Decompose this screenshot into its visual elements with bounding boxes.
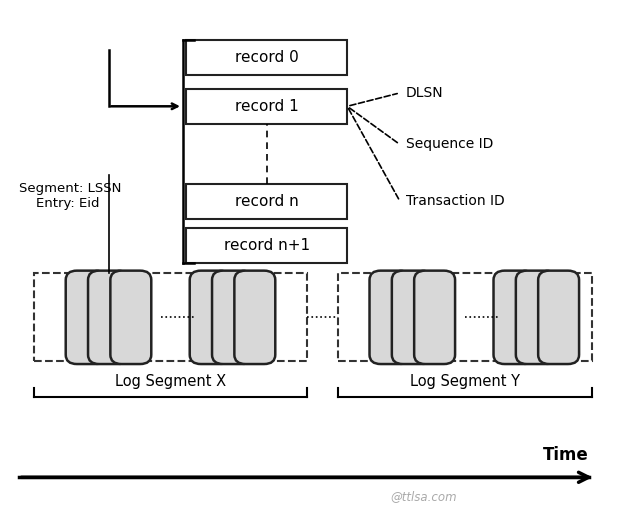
- Text: Sequence ID: Sequence ID: [406, 137, 494, 152]
- Text: Time: Time: [542, 446, 588, 464]
- Text: record n: record n: [235, 194, 298, 209]
- FancyBboxPatch shape: [234, 271, 275, 364]
- FancyBboxPatch shape: [110, 271, 151, 364]
- FancyBboxPatch shape: [370, 271, 410, 364]
- FancyBboxPatch shape: [392, 271, 433, 364]
- Text: DLSN: DLSN: [406, 86, 444, 100]
- FancyBboxPatch shape: [538, 271, 579, 364]
- FancyBboxPatch shape: [494, 271, 534, 364]
- Text: Log Segment X: Log Segment X: [115, 374, 226, 390]
- Text: record 0: record 0: [235, 50, 298, 65]
- FancyBboxPatch shape: [212, 271, 253, 364]
- Text: Segment: LSSN
    Entry: Eid: Segment: LSSN Entry: Eid: [19, 182, 121, 210]
- FancyBboxPatch shape: [190, 271, 231, 364]
- FancyBboxPatch shape: [66, 271, 107, 364]
- FancyBboxPatch shape: [186, 40, 347, 75]
- Text: record n+1: record n+1: [224, 238, 309, 253]
- FancyBboxPatch shape: [414, 271, 455, 364]
- FancyBboxPatch shape: [516, 271, 557, 364]
- Text: Transaction ID: Transaction ID: [406, 194, 505, 208]
- Text: @ttlsa.com: @ttlsa.com: [391, 490, 457, 503]
- Text: record 1: record 1: [235, 99, 298, 114]
- FancyBboxPatch shape: [186, 89, 347, 124]
- FancyBboxPatch shape: [186, 228, 347, 263]
- FancyBboxPatch shape: [88, 271, 129, 364]
- FancyBboxPatch shape: [186, 184, 347, 219]
- Text: Log Segment Y: Log Segment Y: [410, 374, 520, 390]
